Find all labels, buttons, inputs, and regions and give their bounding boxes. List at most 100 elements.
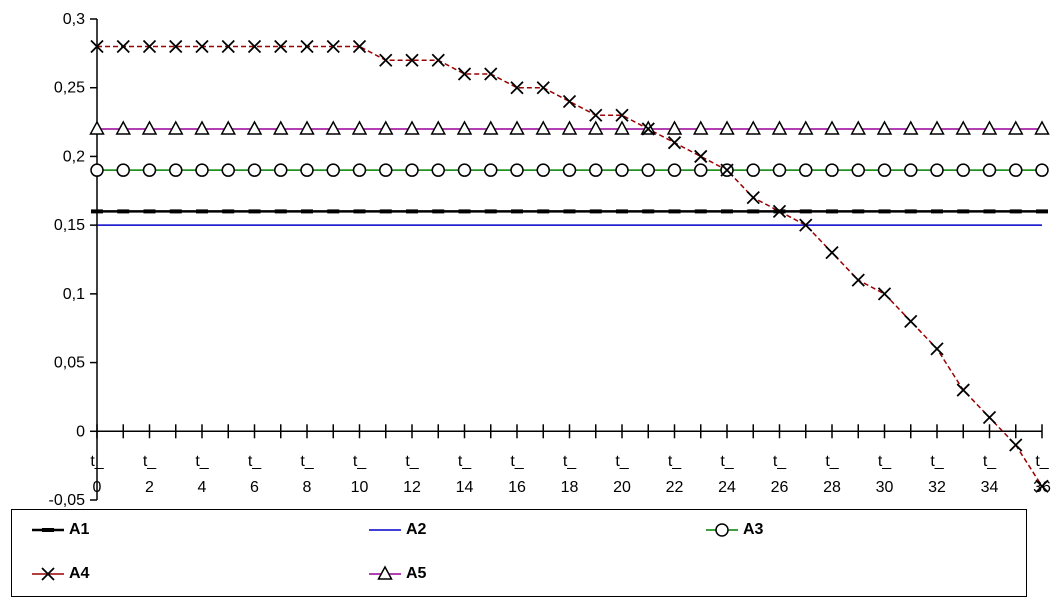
data-point-a3 — [457, 163, 472, 177]
x-tick-label-prefix: t_ — [143, 453, 157, 470]
x-tick-label: 18 — [561, 479, 579, 496]
data-point-a4 — [352, 39, 367, 54]
legend-swatch-a3 — [706, 523, 738, 537]
x-marker-stroke — [195, 39, 209, 54]
data-point-a3 — [274, 163, 288, 177]
x-tick-label-prefix: t_ — [353, 453, 367, 470]
data-point-a4 — [746, 191, 760, 205]
data-point-a3 — [169, 163, 183, 177]
legend-label-a2: A2 — [406, 521, 427, 538]
legend-label-a5: A5 — [406, 565, 427, 582]
data-point-a5 — [876, 120, 893, 135]
data-point-a5 — [220, 120, 237, 135]
legend-item-a2: A2 — [367, 518, 426, 542]
series-lines — [97, 45, 1043, 487]
data-point-a4 — [799, 218, 813, 232]
x-marker-stroke — [641, 122, 655, 136]
x-tick-label-prefix: t_ — [930, 453, 944, 470]
x-tick-label: 24 — [718, 479, 736, 496]
data-point-a3 — [431, 163, 445, 177]
data-point-a3 — [799, 163, 813, 177]
data-point-a3 — [300, 163, 314, 177]
x-marker-stroke — [720, 163, 734, 177]
legend-item-a5: A5 — [367, 562, 426, 586]
data-point-a5 — [929, 120, 945, 135]
x-tick-label: 6 — [250, 479, 259, 496]
data-point-a5 — [850, 120, 867, 135]
data-point-a3 — [851, 163, 865, 177]
tick-labels: 0,3 0,25 0,2 0,15 0,1 0,05 0 -0,05 t_ 0 t_ 2 t_ 4 t_ 6 t… — [49, 11, 1051, 508]
legend-label-a4: A4 — [69, 565, 90, 582]
x-marker-stroke — [405, 53, 419, 67]
x-tick-label: 26 — [771, 479, 789, 496]
data-point-a4 — [589, 108, 603, 122]
data-point-a4 — [457, 67, 472, 81]
data-point-a5 — [745, 120, 762, 135]
x-marker-stroke — [930, 342, 944, 356]
data-point-a3 — [641, 163, 655, 177]
x-marker-stroke — [41, 567, 55, 581]
data-point-a4 — [956, 383, 970, 397]
data-point-a5 — [299, 120, 315, 135]
data-point-a3 — [221, 163, 235, 177]
data-point-a4 — [904, 314, 918, 328]
y-tick-label: 0,05 — [54, 355, 85, 372]
data-point-a5 — [89, 120, 105, 135]
x-marker-stroke — [746, 191, 760, 205]
x-marker-stroke — [379, 53, 393, 67]
data-point-a3 — [1035, 163, 1049, 177]
x-tick-label: 8 — [303, 479, 312, 496]
data-point-a3 — [484, 163, 498, 177]
x-marker-stroke — [169, 39, 183, 54]
x-tick-label-prefix: t_ — [720, 453, 734, 470]
x-tick-label-prefix: t_ — [615, 453, 629, 470]
legend-swatch-a5 — [369, 565, 401, 580]
data-point-a4 — [484, 67, 498, 81]
legend-marker — [41, 567, 55, 581]
legend-item-a1: A1 — [30, 518, 89, 542]
data-point-a5 — [351, 120, 368, 135]
data-point-a4 — [615, 108, 629, 122]
data-point-a5 — [325, 120, 342, 135]
x-marker-stroke — [142, 39, 157, 54]
data-point-a4 — [195, 39, 209, 54]
x-tick-label-prefix: t_ — [878, 453, 892, 470]
x-marker-stroke — [536, 81, 550, 95]
data-point-a4 — [274, 39, 288, 54]
x-marker-stroke — [667, 136, 682, 150]
data-point-a5 — [535, 120, 552, 135]
x-tick-label-prefix: t_ — [668, 453, 682, 470]
y-tick-label: 0,25 — [54, 80, 85, 97]
data-point-a3 — [746, 163, 760, 177]
x-marker-stroke — [90, 39, 104, 54]
data-point-a5 — [141, 120, 158, 135]
data-point-a5 — [430, 120, 447, 135]
x-marker-stroke — [562, 94, 577, 109]
data-point-a4 — [641, 122, 655, 136]
y-tick-label: 0 — [76, 423, 85, 440]
data-point-a4 — [326, 39, 340, 54]
data-point-a4 — [1035, 479, 1049, 493]
data-point-a3 — [510, 163, 524, 177]
x-tick-label-prefix: t_ — [405, 453, 419, 470]
data-point-a4 — [694, 149, 708, 164]
legend-swatch-a2 — [369, 529, 401, 531]
x-tick-label: 36 — [1033, 479, 1051, 496]
x-marker-stroke — [772, 204, 787, 219]
data-point-a4 — [142, 39, 157, 54]
data-point-a4 — [536, 81, 550, 95]
x-marker-stroke — [1035, 479, 1049, 493]
legend-item-a3: A3 — [704, 518, 763, 542]
data-point-a3 — [982, 163, 997, 177]
x-marker-stroke — [982, 410, 997, 425]
x-marker-stroke — [431, 53, 445, 67]
data-point-a5 — [981, 120, 998, 135]
x-marker-stroke — [484, 67, 498, 81]
series-line-a4 — [97, 45, 1043, 487]
data-point-a4 — [90, 39, 104, 54]
data-point-a4 — [720, 163, 734, 177]
data-point-a3 — [90, 163, 104, 177]
data-point-a4 — [667, 136, 682, 150]
x-tick-label-prefix: t_ — [300, 453, 314, 470]
legend-label-a1: A1 — [69, 521, 90, 538]
